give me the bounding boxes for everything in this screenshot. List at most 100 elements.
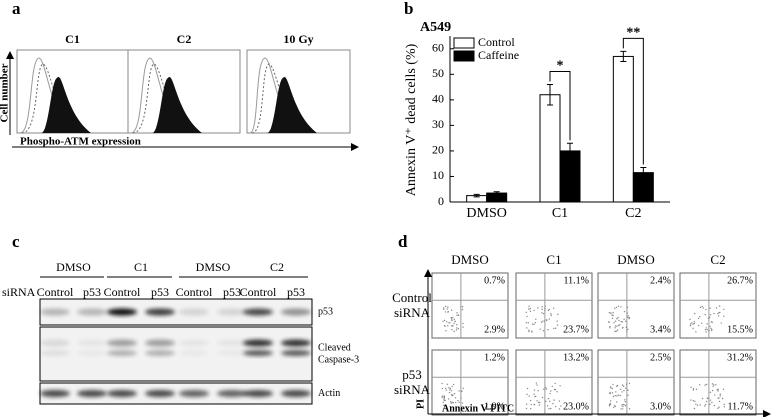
event-dot bbox=[690, 399, 692, 401]
histogram-peak bbox=[267, 77, 317, 133]
event-dot bbox=[723, 403, 726, 406]
blot-band bbox=[217, 350, 247, 356]
event-dot bbox=[553, 327, 555, 330]
event-dot bbox=[621, 384, 624, 386]
event-dot bbox=[706, 397, 708, 400]
event-dot bbox=[445, 329, 447, 332]
quadrant-value: 3.0% bbox=[650, 401, 671, 412]
panel-label: a bbox=[12, 0, 21, 18]
event-dot bbox=[709, 391, 712, 394]
event-dot bbox=[616, 395, 618, 397]
quadrant-value: 3.4% bbox=[650, 324, 671, 335]
event-dot bbox=[525, 407, 528, 410]
event-dot bbox=[461, 306, 464, 308]
event-dot bbox=[699, 316, 701, 318]
event-dot bbox=[693, 407, 696, 410]
event-dot bbox=[552, 402, 554, 405]
quadrant-value: 1.9% bbox=[484, 401, 505, 412]
event-dot bbox=[449, 387, 452, 390]
event-dot bbox=[709, 307, 711, 309]
event-dot bbox=[616, 329, 619, 331]
event-dot bbox=[533, 323, 535, 326]
event-dot bbox=[528, 308, 530, 310]
event-dot bbox=[626, 306, 629, 309]
event-dot bbox=[622, 405, 624, 408]
column-label: DMSO bbox=[617, 252, 655, 267]
event-dot bbox=[541, 312, 543, 314]
panel-label: d bbox=[398, 232, 408, 251]
event-dot bbox=[705, 383, 708, 386]
event-dot bbox=[450, 309, 453, 311]
event-dot bbox=[723, 406, 725, 408]
event-dot bbox=[531, 323, 534, 325]
blot-band bbox=[77, 390, 107, 397]
event-dot bbox=[528, 305, 530, 307]
blot-band bbox=[40, 390, 70, 397]
event-dot bbox=[549, 392, 551, 395]
plot-frame bbox=[431, 272, 509, 339]
y-tick-label: 40 bbox=[432, 92, 444, 106]
event-dot bbox=[706, 323, 708, 325]
event-dot bbox=[462, 387, 464, 389]
event-dot bbox=[451, 394, 453, 396]
event-dot bbox=[442, 320, 444, 322]
event-dot bbox=[458, 390, 460, 392]
row-label: siRNA bbox=[394, 382, 431, 397]
blot-band bbox=[40, 308, 70, 316]
blot-band bbox=[281, 339, 311, 347]
event-dot bbox=[445, 305, 447, 308]
event-dot bbox=[548, 308, 550, 311]
blot-band bbox=[243, 308, 273, 316]
event-dot bbox=[550, 407, 552, 410]
event-dot bbox=[543, 388, 545, 390]
event-dot bbox=[448, 387, 450, 389]
event-dot bbox=[558, 408, 561, 410]
event-dot bbox=[702, 307, 704, 309]
y-axis-label: Cell number bbox=[0, 63, 11, 122]
event-dot bbox=[699, 404, 701, 406]
event-dot bbox=[706, 328, 708, 331]
event-dot bbox=[544, 387, 547, 389]
group-label: C1 bbox=[134, 260, 148, 274]
event-dot bbox=[462, 322, 464, 325]
event-dot bbox=[450, 400, 452, 403]
event-dot bbox=[609, 400, 612, 402]
event-dot bbox=[624, 399, 626, 401]
event-dot bbox=[533, 309, 535, 312]
event-dot bbox=[610, 387, 612, 389]
event-dot bbox=[627, 394, 629, 396]
event-dot bbox=[557, 313, 559, 316]
chart-title: A549 bbox=[420, 20, 451, 35]
event-dot bbox=[537, 390, 539, 392]
event-dot bbox=[695, 331, 697, 333]
histogram-title: C1 bbox=[65, 32, 80, 46]
event-dot bbox=[452, 383, 455, 386]
event-dot bbox=[558, 400, 561, 402]
event-dot bbox=[529, 307, 531, 310]
event-dot bbox=[692, 400, 695, 402]
histogram-peak bbox=[152, 77, 202, 133]
event-dot bbox=[441, 395, 444, 397]
event-dot bbox=[620, 306, 622, 308]
bar bbox=[539, 94, 561, 203]
event-dot bbox=[454, 397, 457, 399]
panel-label: b bbox=[404, 0, 413, 18]
event-dot bbox=[526, 327, 528, 329]
blot-band bbox=[217, 339, 247, 347]
event-dot bbox=[621, 391, 623, 393]
event-dot bbox=[717, 315, 720, 317]
row-label: siRNA bbox=[394, 305, 431, 320]
event-dot bbox=[461, 402, 464, 404]
significance-mark: ** bbox=[626, 26, 640, 41]
group-label: DMSO bbox=[196, 260, 231, 274]
event-dot bbox=[460, 397, 462, 399]
event-dot bbox=[626, 316, 629, 318]
event-dot bbox=[707, 317, 710, 319]
event-dot bbox=[617, 316, 619, 319]
group-label: C2 bbox=[270, 260, 284, 274]
event-dot bbox=[699, 306, 702, 309]
event-dot bbox=[528, 329, 530, 331]
event-dot bbox=[550, 313, 552, 315]
event-dot bbox=[451, 385, 453, 388]
event-dot bbox=[616, 318, 618, 320]
